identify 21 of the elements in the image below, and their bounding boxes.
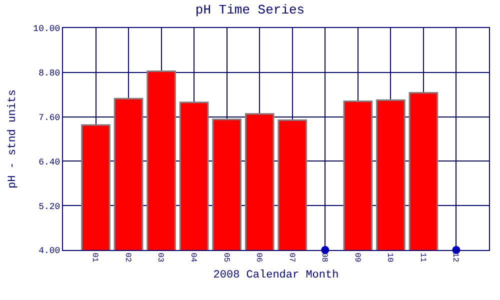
y-tick-label: 7.60 (38, 112, 60, 123)
y-tick-label: 8.80 (38, 68, 60, 79)
x-tick-label: 12 (450, 252, 460, 262)
x-tick-label: 08 (320, 252, 329, 262)
chart-title: pH Time Series (195, 2, 305, 18)
x-tick-label: 07 (286, 252, 296, 262)
y-tick-label: 4.00 (38, 246, 60, 256)
x-tick-label: 06 (254, 252, 264, 262)
y-tick-label: 5.20 (38, 202, 60, 212)
x-axis-title: 2008 Calendar Month (213, 270, 339, 282)
x-tick-label: 01 (90, 252, 100, 262)
x-tick-label: 04 (188, 252, 198, 262)
y-axis-title: pH - stnd units (6, 89, 19, 189)
x-tick-label: 03 (156, 252, 165, 262)
x-tick-label: 10 (385, 252, 394, 262)
x-tick-label: 09 (352, 252, 362, 262)
y-tick-label: 6.40 (38, 157, 60, 168)
x-tick-label: 11 (418, 252, 427, 262)
x-tick-label: 02 (122, 252, 132, 262)
x-tick-label: 05 (221, 252, 230, 262)
y-tick-label: 10.00 (33, 24, 60, 34)
